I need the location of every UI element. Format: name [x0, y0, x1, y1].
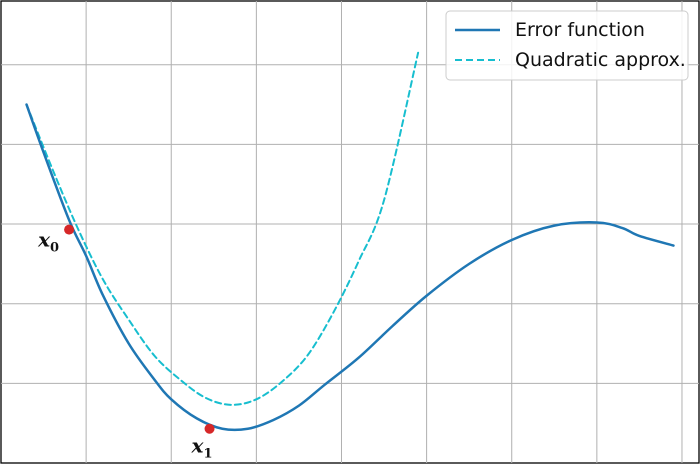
legend-box — [445, 10, 689, 81]
legend: Error function Quadratic approx. — [445, 10, 689, 81]
series-layer — [25, 51, 675, 432]
point-label-x0: x0 — [37, 228, 59, 256]
series-line-quadratic-approx — [25, 51, 420, 406]
series-line-error-function — [25, 103, 675, 432]
points-layer: x0 x1 — [37, 224, 215, 462]
point-marker-x0 — [64, 224, 75, 235]
legend-label-error-function: Error function — [515, 19, 645, 41]
point-marker-x1 — [204, 423, 215, 434]
point-label-x1: x1 — [191, 434, 213, 462]
legend-label-quadratic-approx: Quadratic approx. — [515, 49, 686, 71]
